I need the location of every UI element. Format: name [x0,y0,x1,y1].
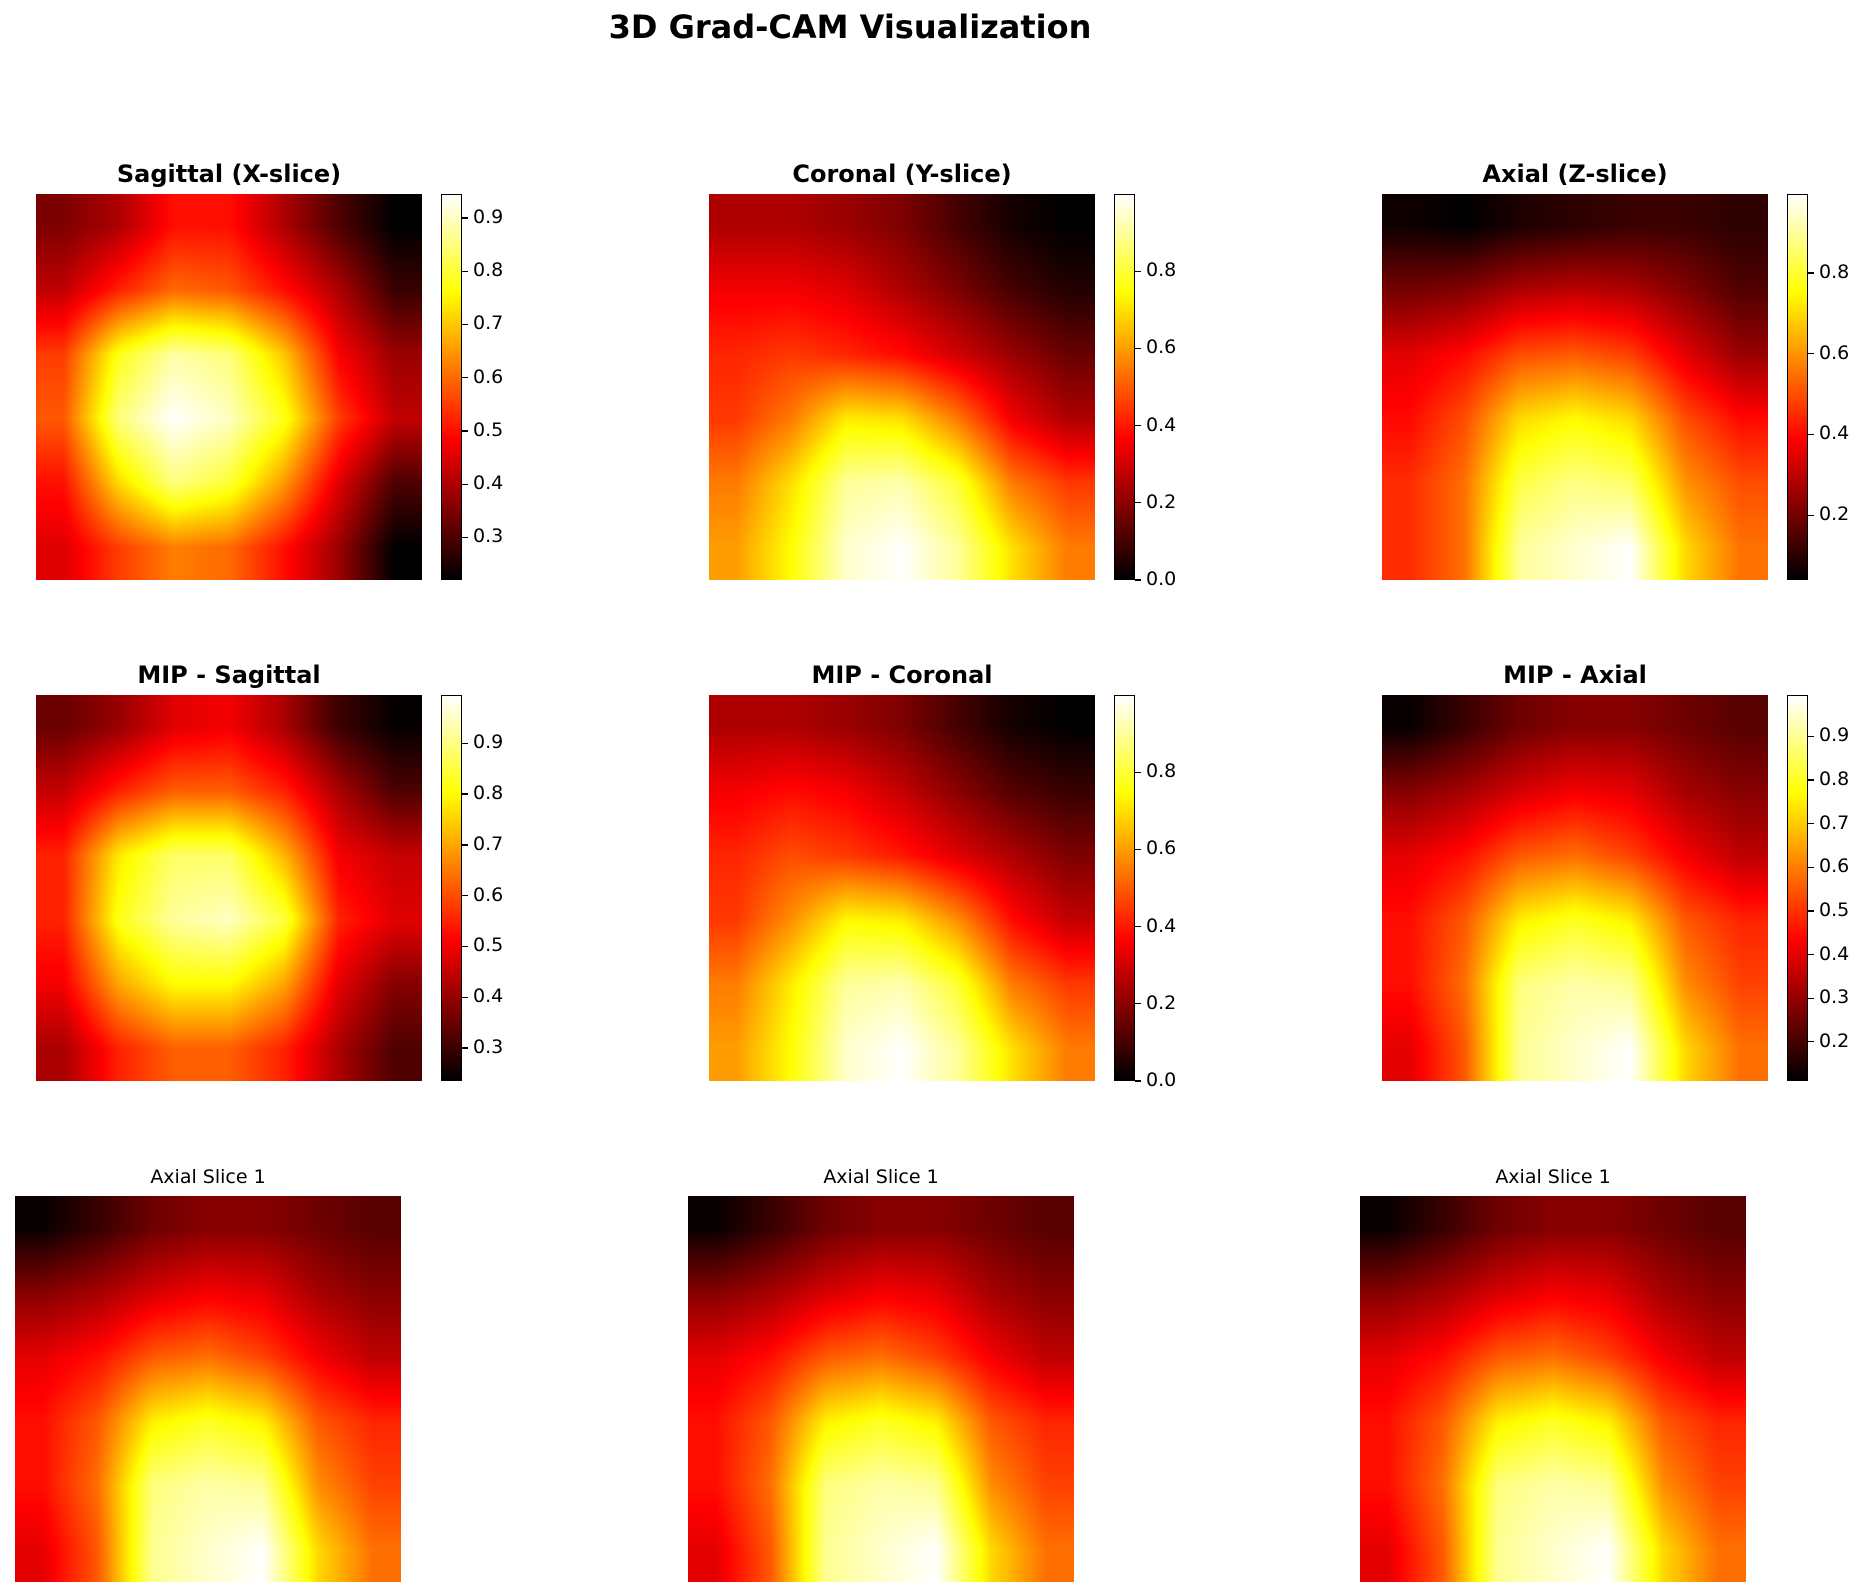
colorbar-tick [462,1047,468,1049]
colorbar-tick [1808,433,1814,436]
colorbar-tick [462,844,468,846]
colorbar-tick [1808,353,1814,355]
heatmap-image [688,1196,1074,1582]
heatmap-image [709,695,1095,1081]
colorbar-tick [462,270,468,272]
colorbar-tick [1135,579,1141,581]
colorbar-tick [1808,779,1814,781]
colorbar-tick-label: 0.0 [1146,1069,1177,1091]
heatmap-image [1360,1196,1746,1582]
colorbar-tick-label: 0.9 [473,205,504,228]
colorbar-tick-label: 0.8 [1146,760,1177,783]
colorbar-tick-label: 0.6 [473,365,504,388]
colorbar-tick [1808,1041,1814,1043]
heatmap-image [36,695,422,1081]
panel-title: Axial Slice 1 [1495,1166,1611,1188]
heatmap-image [1382,695,1768,1081]
colorbar-tick-label: 0.9 [1819,724,1850,747]
colorbar-tick-label: 0.6 [473,883,504,906]
colorbar-tick [1135,926,1141,928]
colorbar-tick-label: 0.7 [1819,811,1850,834]
heatmap-image [1382,194,1768,580]
colorbar [441,695,462,1081]
colorbar-tick-label: 0.2 [1146,490,1177,513]
colorbar [1114,695,1135,1081]
colorbar-tick-label: 0.8 [1819,260,1850,283]
colorbar-tick-label: 0.3 [1819,986,1850,1009]
colorbar-tick [1135,1080,1141,1082]
colorbar-tick-label: 0.5 [473,418,504,441]
colorbar-tick [462,430,468,432]
colorbar-tick-label: 0.4 [1146,413,1177,436]
colorbar-tick-label: 0.7 [473,312,504,335]
colorbar-tick [462,323,468,326]
colorbar-tick-label: 0.4 [473,985,504,1008]
colorbar-tick-label: 0.6 [1146,336,1177,359]
colorbar [441,194,462,580]
colorbar-tick-label: 0.0 [1146,568,1177,590]
panel-title: MIP - Coronal [811,661,993,689]
colorbar-tick-label: 0.6 [1819,341,1850,364]
colorbar-tick-label: 0.6 [1819,855,1850,878]
colorbar-tick-label: 0.5 [473,934,504,957]
colorbar-tick-label: 0.5 [1819,898,1850,921]
colorbar-tick [462,945,468,948]
colorbar-tick [462,895,468,897]
colorbar-tick [462,536,468,539]
panel-title: Coronal (Y-slice) [792,160,1012,188]
heatmap-image [36,194,422,580]
colorbar-tick [462,377,468,379]
colorbar-tick [462,742,468,744]
colorbar-tick [462,483,468,485]
colorbar-tick [1135,848,1141,851]
colorbar-tick [1808,953,1814,956]
colorbar-tick [1135,1003,1141,1005]
panel-title: MIP - Sagittal [137,661,321,689]
colorbar-tick-label: 0.8 [1819,768,1850,791]
colorbar-tick [1808,272,1814,274]
panel-title: Axial (Z-slice) [1482,160,1668,188]
heatmap-image [15,1196,401,1582]
panel-title: MIP - Axial [1503,661,1647,689]
colorbar-tick-label: 0.2 [1146,991,1177,1014]
colorbar-tick-label: 0.2 [1819,503,1850,526]
heatmap-image [709,194,1095,580]
colorbar-tick-label: 0.8 [473,259,504,282]
panel-title: Axial Slice 1 [823,1166,939,1188]
colorbar-tick [1808,735,1814,738]
colorbar-tick-label: 0.9 [473,731,504,754]
colorbar-tick-label: 0.3 [473,525,504,548]
colorbar-tick-label: 0.4 [473,472,504,495]
colorbar [1114,194,1135,580]
figure-title: 3D Grad-CAM Visualization [608,8,1092,46]
colorbar-tick-label: 0.3 [473,1035,504,1058]
colorbar-tick-label: 0.4 [1146,914,1177,937]
colorbar-tick-label: 0.4 [1819,422,1850,445]
colorbar-tick [1135,347,1141,350]
colorbar-tick [1808,514,1814,517]
colorbar [1787,695,1808,1081]
colorbar-tick-label: 0.7 [473,832,504,855]
colorbar-tick-label: 0.8 [473,782,504,805]
panel-title: Sagittal (X-slice) [116,160,342,188]
colorbar-tick [1135,425,1141,427]
colorbar-tick [462,996,468,998]
colorbar-tick [1135,502,1141,504]
colorbar-tick-label: 0.2 [1819,1029,1850,1052]
colorbar-tick [1808,997,1814,999]
colorbar-tick [462,793,468,795]
colorbar-tick [1808,823,1814,825]
colorbar-tick [1135,771,1141,773]
colorbar-tick-label: 0.4 [1819,942,1850,965]
colorbar-tick-label: 0.6 [1146,837,1177,860]
colorbar-tick [1808,866,1814,868]
colorbar-tick [462,217,468,219]
colorbar [1787,194,1808,580]
colorbar-tick [1135,270,1141,272]
panel-title: Axial Slice 1 [150,1166,266,1188]
colorbar-tick [1808,910,1814,912]
colorbar-tick-label: 0.8 [1146,259,1177,282]
